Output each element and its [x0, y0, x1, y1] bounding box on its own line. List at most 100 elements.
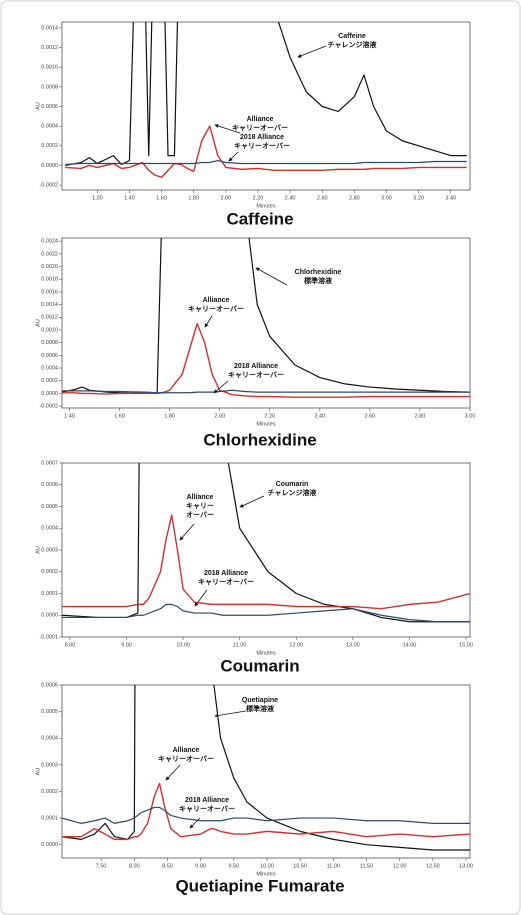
label-arrow: [179, 523, 195, 541]
label-arrow: [239, 495, 265, 508]
x-tick-label: 11.00: [233, 642, 246, 648]
trace: [65, 159, 467, 166]
x-axis-title: Minutes: [256, 871, 276, 877]
y-tick-label: 0.0004: [41, 736, 58, 742]
panel-title: Chlorhexidine: [203, 430, 316, 449]
x-tick-label: 15.00: [459, 642, 473, 648]
y-tick-label: 0.0008: [41, 84, 58, 90]
x-tick-label: 7.50: [96, 863, 107, 869]
y-tick-label: 0.0003: [41, 547, 58, 553]
x-tick-label: 10.00: [260, 863, 274, 869]
y-tick-label: 0.0000: [41, 842, 58, 848]
trace: [62, 322, 470, 398]
y-tick-label: 0.0001: [41, 816, 58, 822]
x-tick-label: 1.40: [124, 195, 135, 201]
x-tick-label: 1.80: [164, 413, 175, 419]
trace-label: チャレンジ溶液: [268, 488, 318, 497]
x-tick-label: 12.00: [289, 642, 303, 648]
trace-label: キャリーオーバー: [228, 371, 284, 379]
panel-title: Caffeine: [226, 209, 293, 228]
trace-label: Alliance: [173, 747, 200, 754]
y-tick-label: -0.0002: [39, 404, 58, 410]
trace-label: Caffeine: [338, 33, 366, 40]
panel: 0.0000 0.0001 0.0002 0.0003 0.0004 0.0005 0.00…: [35, 682, 473, 895]
x-tick-label: 2.60: [365, 413, 376, 419]
trace: [62, 514, 470, 610]
trace-label: Alliance: [187, 494, 214, 501]
y-axis-title: AU: [35, 102, 41, 110]
y-axis-title: AU: [35, 768, 41, 776]
trace-label: Quetiapine: [242, 697, 278, 704]
y-tick-label: 0.0004: [41, 526, 58, 532]
y-tick-label: 0.0024: [41, 239, 58, 245]
label-arrow: [214, 710, 247, 718]
x-tick-label: 9.50: [228, 863, 239, 869]
y-tick-label: -0.0001: [39, 634, 58, 640]
panel-title: Quetiapine Fumarate: [175, 876, 344, 895]
x-tick-label: 1.60: [156, 195, 167, 201]
trace-label: Alliance: [203, 297, 230, 304]
panel: -0.0002 0.0000 0.0002 0.0004 0.0006 0.0008 0.0…: [35, 21, 471, 228]
y-tick-label: 0.0012: [41, 315, 58, 321]
plot-area: [61, 462, 471, 638]
label-arrow: [194, 589, 208, 607]
y-axis-title: AU: [35, 546, 41, 554]
trace: [62, 603, 470, 623]
trace-label: キャリーオーバー: [188, 305, 244, 313]
panel: -0.0001 0.0000 0.0001 0.0002 0.0003 0.0004 0.0…: [35, 460, 473, 675]
trace-label: キャリーオーバー: [234, 142, 290, 150]
trace-label: キャリー: [186, 502, 214, 510]
trace-label: キャリーオーバー: [232, 124, 288, 132]
y-tick-label: 0.0004: [41, 365, 58, 371]
trace: [62, 238, 470, 395]
trace-label: 2018 Alliance: [234, 363, 278, 370]
trace-label: Chlorhexidine: [295, 269, 342, 276]
x-tick-label: 1.20: [92, 195, 103, 201]
y-tick-label: 0.0004: [41, 124, 58, 130]
y-tick-label: 0.0008: [41, 340, 58, 346]
label-arrow: [189, 817, 201, 829]
x-tick-label: 10.50: [293, 863, 307, 869]
y-tick-label: -0.0002: [39, 183, 58, 189]
x-tick-label: 3.20: [413, 195, 424, 201]
y-tick-label: 0.0016: [41, 289, 58, 295]
y-tick-label: 0.0003: [41, 762, 58, 768]
x-tick-label: 2.20: [253, 195, 264, 201]
plot-area: [61, 21, 471, 191]
trace-label: 標準溶液: [246, 704, 275, 713]
y-tick-label: 0.0005: [41, 504, 58, 510]
y-tick-label: 0.0006: [41, 482, 58, 488]
trace: [62, 685, 470, 851]
y-tick-label: 0.0006: [41, 104, 58, 110]
y-axis-title: AU: [35, 319, 41, 327]
x-tick-label: 2.00: [220, 195, 231, 201]
x-tick-label: 11.00: [327, 863, 340, 869]
x-axis-title: Minutes: [256, 650, 276, 656]
x-tick-label: 14.00: [403, 642, 417, 648]
x-tick-label: 8.50: [162, 863, 173, 869]
y-tick-label: 0.0006: [41, 353, 58, 359]
y-tick-label: 0.0000: [41, 391, 58, 397]
y-tick-label: 0.0005: [41, 709, 58, 715]
trace-label: 標準溶液: [304, 276, 333, 285]
y-tick-label: 0.0006: [41, 682, 58, 688]
trace: [62, 389, 470, 394]
x-tick-label: 1.80: [188, 195, 199, 201]
trace-label: 2018 Alliance: [240, 134, 284, 141]
y-tick-label: 0.0010: [41, 327, 58, 333]
label-arrow: [255, 267, 288, 286]
label-arrow: [204, 315, 213, 328]
x-tick-label: 13.00: [459, 863, 473, 869]
y-tick-label: 0.0002: [41, 378, 58, 384]
y-tick-label: 0.0014: [41, 25, 58, 31]
x-tick-label: 2.80: [415, 413, 426, 419]
y-tick-label: 0.0020: [41, 264, 58, 270]
x-tick-label: 10.00: [176, 642, 190, 648]
x-tick-label: 2.40: [314, 413, 325, 419]
y-tick-label: 0.0007: [41, 460, 58, 466]
panel: -0.0002 0.0000 0.0002 0.0004 0.0006 0.0008 0.0…: [35, 237, 475, 449]
trace-label: キャリーオーバー: [198, 578, 254, 586]
x-tick-label: 3.00: [381, 195, 392, 201]
trace-label: オーバー: [186, 511, 214, 519]
